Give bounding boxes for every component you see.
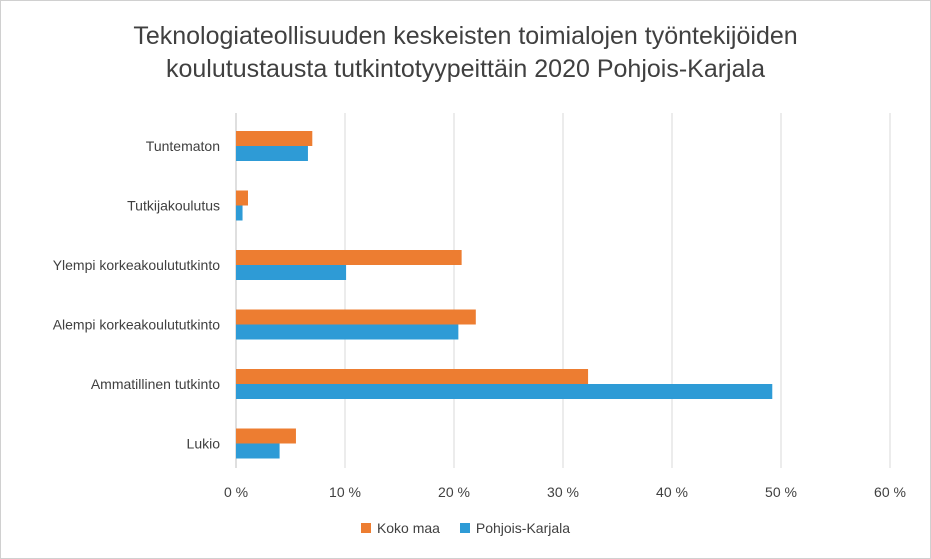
bar-pohjois-karjala-3 <box>236 324 459 340</box>
legend-label-pohjois-karjala: Pohjois-Karjala <box>475 520 571 536</box>
bar-pohjois-karjala-5 <box>236 443 280 459</box>
chart-title: Teknologiateollisuuden keskeisten toimia… <box>0 20 931 86</box>
bar-pohjois-karjala-1 <box>236 205 243 221</box>
x-tick-label-10: 10 % <box>329 484 361 500</box>
chart-title-line-2: koulutustausta tutkintotyypeittäin 2020 … <box>166 55 765 83</box>
legend-swatch-koko-maa <box>360 523 371 533</box>
chart-title-line-1: Teknologiateollisuuden keskeisten toimia… <box>133 22 798 50</box>
category-label-3: Alempi korkeakoulututkinto <box>53 317 221 333</box>
x-tick-label-0: 0 % <box>224 484 248 500</box>
bar-pohjois-karjala-0 <box>236 146 308 161</box>
bar-koko-maa-5 <box>236 428 296 444</box>
legend-label-koko-maa: Koko maa <box>376 520 440 536</box>
legend: Koko maa Pohjois-Karjala <box>0 520 931 536</box>
category-label-0: Tuntematon <box>146 138 220 154</box>
legend-swatch-pohjois-karjala <box>459 523 470 533</box>
x-tick-label-30: 30 % <box>547 484 579 500</box>
x-tick-label-40: 40 % <box>656 484 688 500</box>
category-label-5: Lukio <box>187 436 221 452</box>
category-label-2: Ylempi korkeakoulututkinto <box>53 257 221 273</box>
legend-item-koko-maa: Koko maa <box>360 520 440 536</box>
bar-pohjois-karjala-4 <box>236 384 773 399</box>
bar-pohjois-karjala-2 <box>236 265 347 280</box>
bar-koko-maa-4 <box>236 369 589 384</box>
x-tick-label-60: 60 % <box>874 484 906 500</box>
category-label-1: Tutkijakoulutus <box>127 198 220 214</box>
bar-koko-maa-0 <box>236 131 313 146</box>
bar-koko-maa-1 <box>236 190 248 206</box>
legend-item-pohjois-karjala: Pohjois-Karjala <box>459 520 571 536</box>
category-label-4: Ammatillinen tutkinto <box>91 376 220 392</box>
bar-koko-maa-3 <box>236 309 476 325</box>
bar-koko-maa-2 <box>236 250 462 265</box>
x-tick-label-20: 20 % <box>438 484 470 500</box>
x-tick-label-50: 50 % <box>765 484 797 500</box>
